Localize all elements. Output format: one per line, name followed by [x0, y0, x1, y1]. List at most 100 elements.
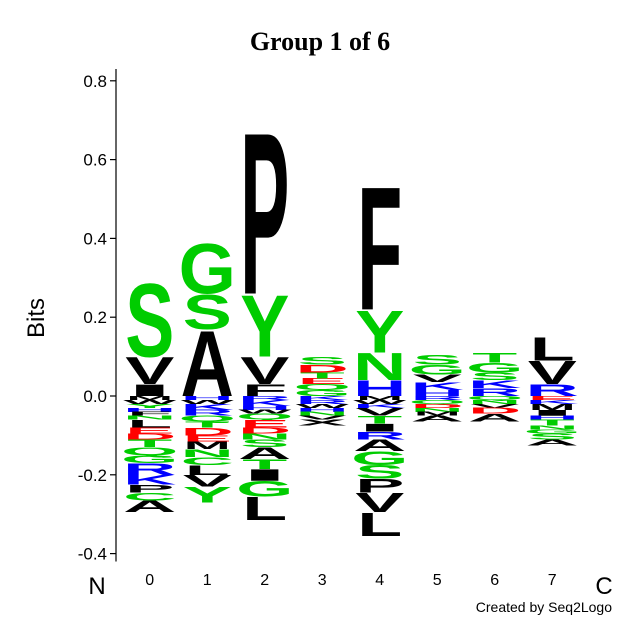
logo-letter-S: S [413, 352, 462, 367]
logo-letter-E: E [298, 377, 347, 386]
logo-letter-K: K [468, 378, 521, 390]
logo-letter-M: M [126, 395, 173, 401]
logo-letter-M: M [184, 439, 231, 451]
logo-letter-V: V [528, 355, 577, 392]
logo-letter-T: T [530, 418, 575, 427]
logo-letter-V: V [183, 472, 233, 490]
x-tick-label: 0 [145, 572, 154, 589]
logo-letter-G: G [524, 429, 581, 435]
logo-letter-F: F [127, 411, 172, 417]
logo-letter-A: A [238, 444, 291, 462]
y-tick-label: 0.6 [83, 151, 107, 170]
logo-letter-Q: Q [466, 395, 523, 401]
logo-letter-D: D [181, 426, 234, 438]
logo-letter-W: W [123, 399, 176, 405]
logo-letter-V: V [298, 415, 347, 421]
logo-letter-V: V [125, 350, 174, 393]
logo-letter-T: T [185, 420, 230, 429]
logo-letter-K: K [353, 403, 407, 409]
logo-letter-M: M [414, 411, 461, 417]
logo-letter-S: S [528, 432, 577, 441]
logo-letter-R: R [353, 430, 406, 442]
logo-letter-V: V [240, 350, 289, 393]
logo-letter-M: M [529, 402, 576, 411]
logo-letter-G: G [121, 453, 178, 465]
logo-letter-A: A [526, 438, 579, 447]
logo-letter-C: C [181, 455, 234, 467]
x-tick-label: 7 [548, 572, 557, 589]
logo-letter-V: V [413, 372, 462, 384]
logo-letter-W: W [238, 409, 291, 415]
y-tick-label: -0.4 [78, 545, 107, 564]
x-tick-label: 6 [490, 572, 499, 589]
logo-letter-G: G [409, 362, 466, 377]
logo-letter-S: S [183, 285, 232, 340]
logo-letter-Q: Q [294, 383, 351, 392]
logo-letter-X: X [298, 418, 347, 427]
n-terminus-label: N [88, 573, 105, 600]
x-tick-label: 1 [203, 572, 212, 589]
logo-letter-V: V [355, 487, 404, 518]
logo-letter-R: R [238, 395, 291, 401]
logo-letter-W: W [296, 403, 349, 409]
x-tick-label: 2 [260, 572, 269, 589]
logo-letter-L: L [185, 463, 230, 478]
logo-letter-I: I [123, 381, 176, 399]
c-terminus-label: C [595, 573, 612, 600]
logo-letter-Y: Y [355, 299, 404, 366]
logo-letter-E: E [240, 418, 289, 430]
y-tick-label: 0.0 [83, 387, 107, 406]
logo-letter-I: I [353, 422, 406, 434]
logo-letter-V: V [470, 403, 519, 409]
logo-letter-A: A [353, 437, 406, 455]
logo-letter-N: N [526, 425, 579, 431]
logo-letter-P: P [240, 86, 289, 343]
logo-letter-K: K [123, 472, 176, 487]
logo-letter-N: N [468, 399, 521, 405]
logo-letter-N: N [411, 407, 464, 413]
logo-letter-F: F [242, 381, 287, 399]
logo-letter-L: L [357, 506, 402, 543]
logo-letter-N: N [296, 411, 349, 417]
logo-letter-C: C [123, 491, 176, 503]
logo-letter-S: S [125, 263, 174, 380]
logo-letter-W: W [181, 399, 234, 405]
logo-letter-H: H [526, 415, 579, 421]
logo-letter-N: N [123, 415, 176, 421]
logo-letter-D: D [468, 406, 521, 415]
logo-letter-T: T [127, 437, 172, 449]
y-tick-label: 0.8 [83, 72, 107, 91]
logo-letter-P: P [125, 483, 174, 495]
logo-letter-P: P [355, 475, 404, 496]
logo-letter-D: D [411, 403, 464, 409]
logo-letter-G: G [236, 477, 293, 502]
y-tick-label: -0.2 [78, 466, 107, 485]
logo-letter-E: E [528, 395, 577, 401]
logo-letter-D: D [123, 432, 176, 441]
logo-letter-R: R [181, 408, 234, 417]
logo-letter-H: H [123, 407, 176, 413]
logo-letter-N: N [238, 432, 291, 441]
logo-letter-S: S [470, 370, 519, 382]
logo-letter-T: T [357, 414, 402, 426]
logo-letter-S: S [355, 462, 404, 483]
logo-letter-N: N [181, 447, 234, 459]
y-axis-label: Bits [23, 298, 50, 338]
logo-letter-R: R [296, 399, 349, 405]
x-axis: 0 1 2 3 4 5 6 7 [145, 572, 557, 589]
logo-columns: IVSMWYHFNLEDTQGRKPCAASGHWKRQTDEMNCLVYFVY… [121, 86, 581, 543]
x-tick-label: 4 [375, 572, 384, 589]
logo-letter-G: G [179, 229, 236, 309]
logo-letter-D: D [238, 426, 291, 435]
logo-letter-R: R [526, 381, 579, 399]
logo-letter-K: K [296, 395, 350, 401]
logo-letter-D: D [296, 363, 349, 375]
logo-letter-Y: Y [183, 483, 232, 508]
logo-letter-L: L [242, 491, 287, 528]
